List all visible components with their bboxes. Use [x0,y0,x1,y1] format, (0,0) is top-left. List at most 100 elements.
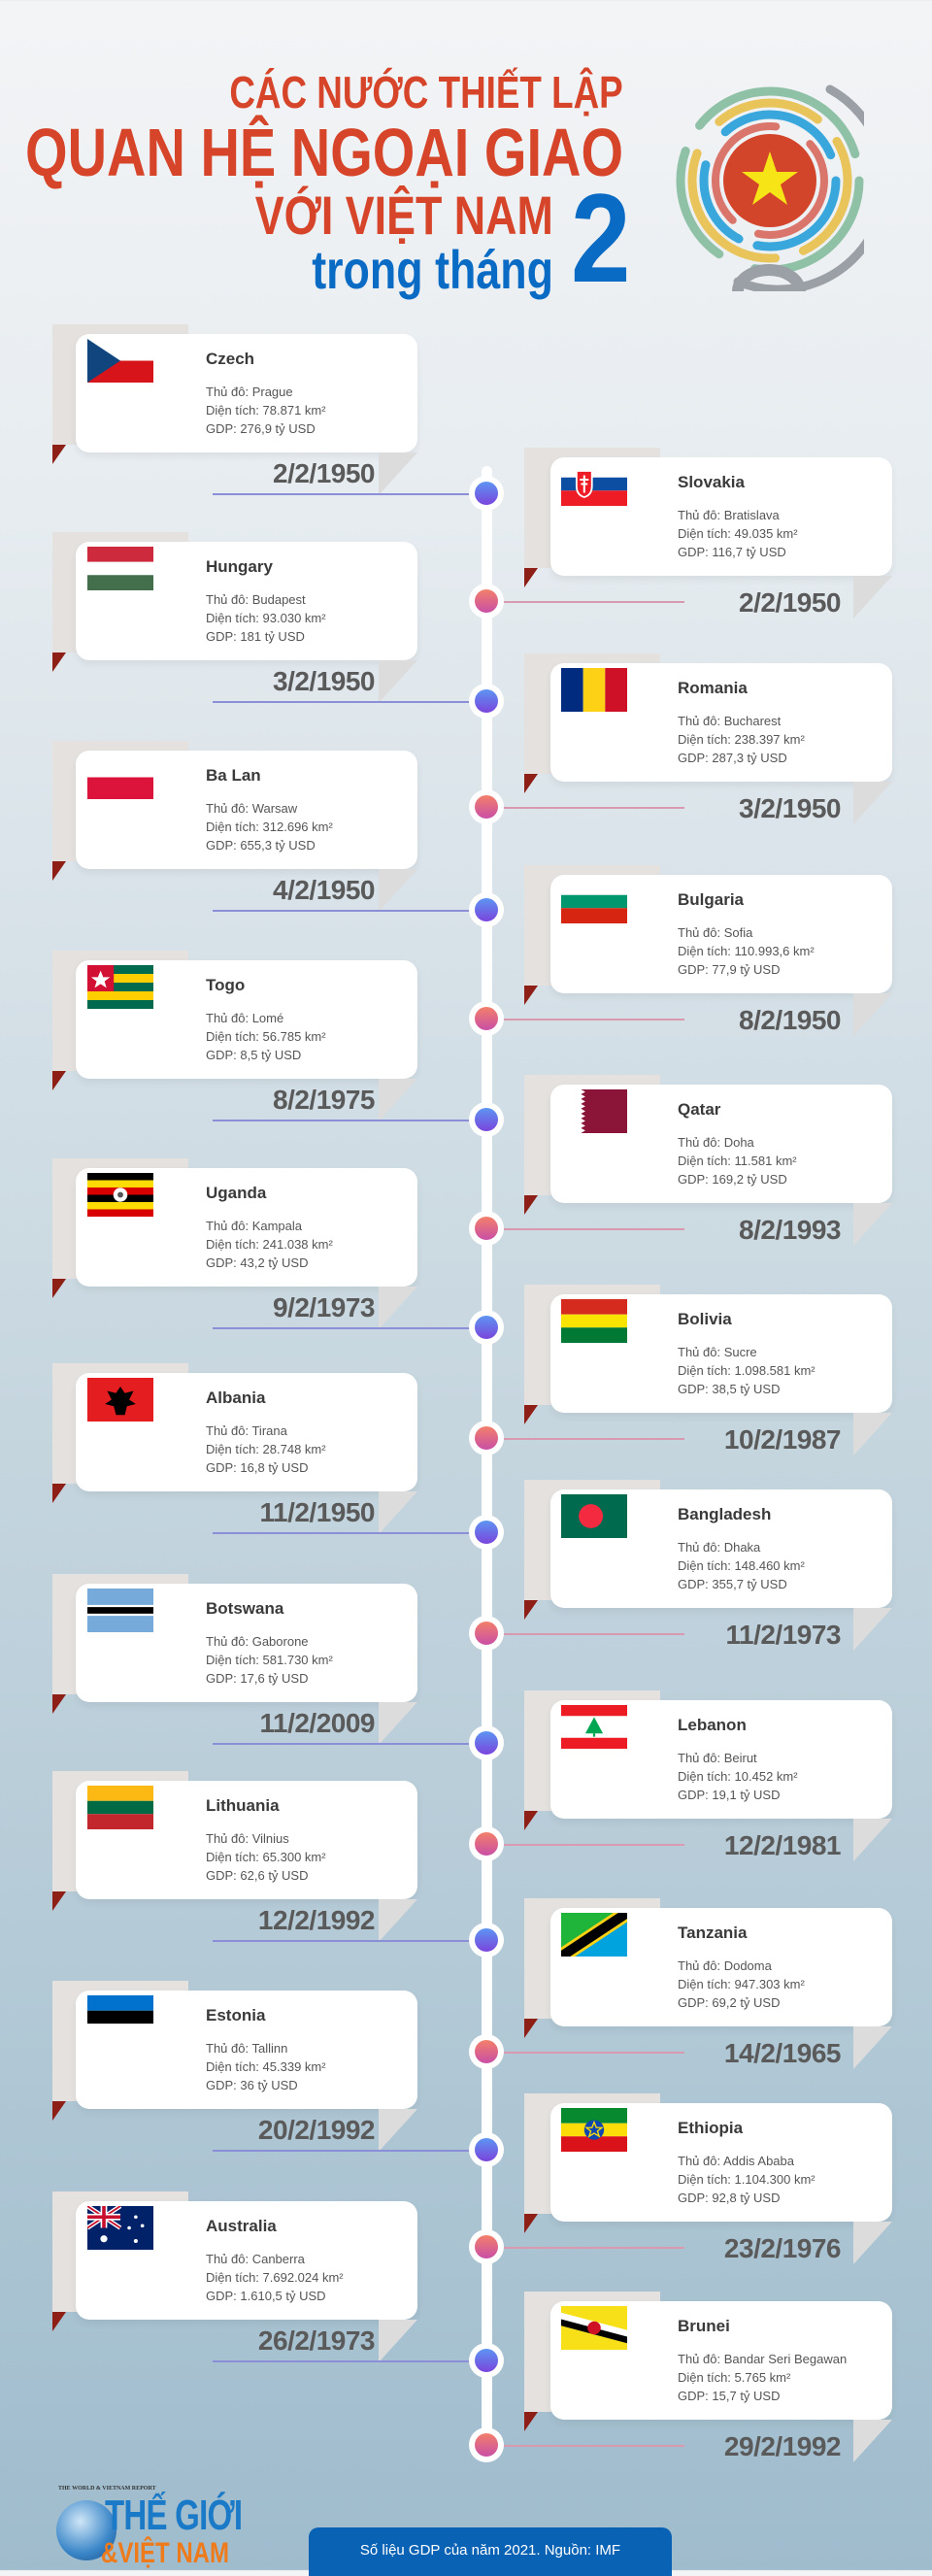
capital-value: Tallinn [251,2041,288,2056]
gdp-value: 8,5 tỷ USD [240,1048,302,1062]
country-name: Hungary [206,557,273,576]
area-value: 45.339 km² [262,2059,326,2074]
card-fold [853,993,892,1036]
country-info: Thủ đô: Tallinn Diện tích: 45.339 km² GD… [206,2039,326,2094]
capital-row: Thủ đô: Vilnius [206,1831,289,1846]
timeline-dot [469,892,504,927]
capital-value: Budapest [251,592,306,607]
lithuania-flag-icon [87,1786,153,1829]
ethiopia-flag-icon [561,2108,627,2152]
area-value: 56.785 km² [262,1029,326,1044]
capital-value: Bratislava [723,508,780,522]
ribbon-fold [52,2312,66,2331]
capital-row: Thủ đô: Budapest [206,592,306,607]
capital-row: Thủ đô: Prague [206,385,293,399]
country-info: Thủ đô: Kampala Diện tích: 241.038 km² G… [206,1217,333,1272]
lebanon-flag-icon [561,1705,627,1749]
connector-line [500,2052,684,2054]
card-fold [379,1079,417,1121]
card-fold [379,1491,417,1534]
area-value: 93.030 km² [262,611,326,625]
country-info: Thủ đô: Bandar Seri Begawan Diện tích: 5… [678,2350,847,2405]
area-row: Diện tích: 1.104.300 km² [678,2172,816,2187]
capital-row: Thủ đô: Addis Ababa [678,2154,794,2168]
timeline-dot [469,584,504,619]
area-row: Diện tích: 238.397 km² [678,732,805,747]
ribbon-fold [52,2101,66,2121]
gdp-row: GDP: 77,9 tỷ USD [678,962,781,977]
czech-flag-icon [87,339,153,383]
country-name: Bangladesh [678,1505,772,1523]
capital-row: Thủ đô: Sofia [678,925,753,940]
togo-flag-icon [87,965,153,1009]
capital-value: Lomé [251,1011,284,1025]
area-value: 581.730 km² [262,1653,333,1667]
area-row: Diện tích: 93.030 km² [206,611,326,625]
relation-date: 11/2/1973 [725,1620,841,1650]
timeline-dot [469,1725,504,1760]
country-info: Thủ đô: Dhaka Diện tích: 148.460 km² GDP… [678,1538,805,1593]
gdp-row: GDP: 19,1 tỷ USD [678,1788,781,1802]
ribbon-fold [524,986,538,1005]
ribbon-fold [524,2214,538,2233]
area-row: Diện tích: 581.730 km² [206,1653,333,1667]
country-info: Thủ đô: Prague Diện tích: 78.871 km² GDP… [206,383,326,438]
relation-date: 12/2/1981 [723,1830,842,1860]
area-row: Diện tích: 148.460 km² [678,1558,805,1573]
country-name: Bulgaria [678,890,745,909]
gdp-value: 77,9 tỷ USD [712,962,781,977]
capital-row: Thủ đô: Warsaw [206,801,298,816]
timeline-dot [469,1616,504,1651]
relation-date: 26/2/1973 [257,2325,376,2356]
card-fold [379,2109,417,2152]
country-name: Ethiopia [678,2119,744,2137]
ribbon-fold [52,1694,66,1714]
qatar-flag-icon [561,1089,627,1133]
timeline-dot [469,2229,504,2264]
gdp-value: 92,8 tỷ USD [712,2191,781,2205]
country-info: Thủ đô: Budapest Diện tích: 93.030 km² G… [206,590,326,646]
relation-date: 10/2/1987 [723,1424,842,1455]
card-fold [853,2222,892,2264]
country-info: Thủ đô: Addis Ababa Diện tích: 1.104.300… [678,2152,816,2207]
area-value: 312.696 km² [262,820,333,834]
connector-line [500,2247,684,2249]
connector-line [213,1532,475,1534]
area-row: Diện tích: 110.993,6 km² [678,944,815,958]
timeline-dot [469,2132,504,2167]
capital-value: Beirut [723,1751,757,1765]
capital-value: Bandar Seri Begawan [723,2352,848,2366]
ribbon-fold [52,1071,66,1090]
relation-date: 2/2/1950 [739,587,842,618]
relation-date: 23/2/1976 [723,2233,842,2263]
area-row: Diện tích: 7.692.024 km² [206,2270,344,2285]
area-row: Diện tích: 10.452 km² [678,1769,798,1784]
country-info: Thủ đô: Bratislava Diện tích: 49.035 km²… [678,506,798,561]
gdp-row: GDP: 17,6 tỷ USD [206,1671,309,1686]
relation-date: 11/2/1950 [259,1497,375,1527]
capital-value: Sofia [723,925,753,940]
gdp-row: GDP: 38,5 tỷ USD [678,1382,781,1396]
area-value: 238.397 km² [734,732,805,747]
card-fold [379,452,417,495]
country-name: Lithuania [206,1796,280,1815]
timeline-dot [469,1826,504,1861]
capital-value: Tirana [251,1423,287,1438]
area-value: 110.993,6 km² [734,944,815,958]
hungary-flag-icon [87,547,153,590]
card-fold [853,1203,892,1246]
capital-row: Thủ đô: Bandar Seri Begawan [678,2352,848,2366]
gdp-row: GDP: 15,7 tỷ USD [678,2389,781,2403]
capital-row: Thủ đô: Tirana [206,1423,287,1438]
ribbon-fold [52,445,66,464]
gdp-value: 62,6 tỷ USD [240,1868,309,1883]
area-value: 148.460 km² [734,1558,805,1573]
capital-row: Thủ đô: Canberra [206,2252,305,2266]
capital-value: Kampala [251,1219,303,1233]
card-fold [379,660,417,703]
card-fold [853,576,892,619]
ribbon-fold [524,2019,538,2038]
country-info: Thủ đô: Sofia Diện tích: 110.993,6 km² G… [678,923,815,979]
connector-line [500,1019,684,1020]
gdp-value: 17,6 tỷ USD [240,1671,309,1686]
